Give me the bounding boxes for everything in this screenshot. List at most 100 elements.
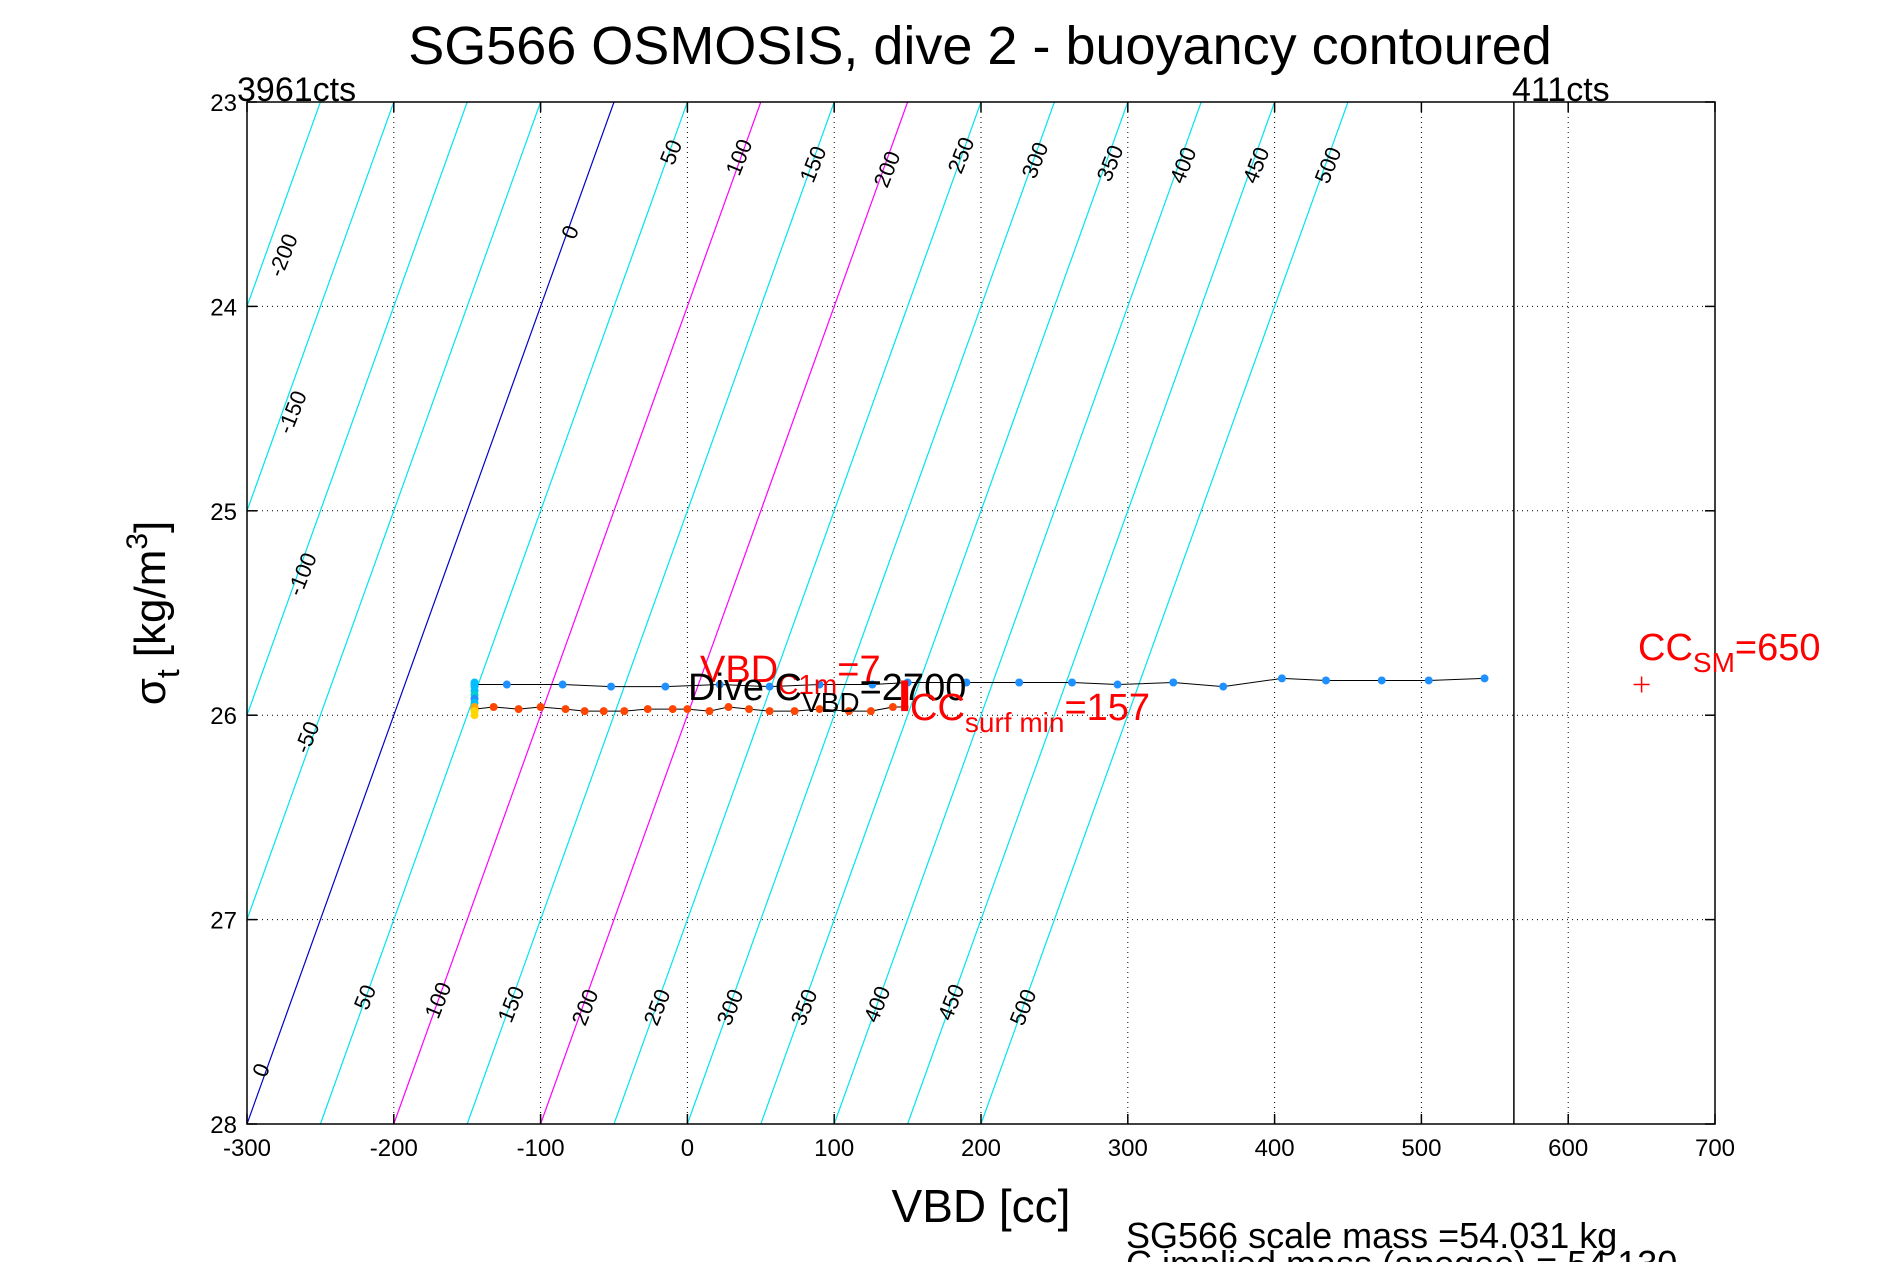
x-tick-label: 400 xyxy=(1255,1135,1295,1162)
chart-title: SG566 OSMOSIS, dive 2 - buoyancy contour… xyxy=(408,16,1552,76)
y-axis-label-close: ] xyxy=(126,521,175,533)
data-point-dive xyxy=(1277,674,1286,683)
grid xyxy=(246,101,1716,1125)
x-tick-label: 700 xyxy=(1695,1135,1735,1162)
cc-sm-rest: =650 xyxy=(1735,627,1821,669)
y-axis-label: σt [kg/m3] xyxy=(121,521,186,706)
cc-surf-min-main: CC xyxy=(910,687,965,729)
contour-line xyxy=(760,102,1129,1124)
contour-line xyxy=(466,102,835,1124)
data-point-climb xyxy=(815,705,824,714)
y-axis-label-sup: 3 xyxy=(121,533,154,550)
cc-surf-min-sub: surf min xyxy=(965,707,1065,738)
data-point-climb xyxy=(844,707,853,716)
data-point-climb xyxy=(790,707,799,716)
data-point-climb xyxy=(643,705,652,714)
contour-line xyxy=(247,102,468,717)
data-point-dive xyxy=(1113,680,1122,689)
cc-surf-min-annotation: CCsurf min=157 xyxy=(910,687,1150,738)
contour-line xyxy=(907,102,1276,1124)
data-point-dive xyxy=(815,680,824,689)
y-tick-label: 27 xyxy=(210,908,237,935)
data-point-surface xyxy=(470,711,479,720)
scale-mass-note: SG566 scale mass =54.031 kg xyxy=(1126,1215,1617,1256)
y-axis-label-symbol: σ xyxy=(126,678,175,705)
data-point-climb xyxy=(580,707,589,716)
contour-line xyxy=(540,102,909,1124)
data-point-climb xyxy=(514,705,523,714)
contour-line xyxy=(686,102,1055,1124)
axis-ticks: -300 -200 -100 0 100 200 300 400 500 600 700 23 24 25… xyxy=(210,90,1735,1162)
data-point-climb xyxy=(705,707,714,716)
x-tick-label: 0 xyxy=(681,1135,694,1162)
data-point-climb xyxy=(561,705,570,714)
contour-line xyxy=(319,102,688,1124)
dive-c-vbd-main: Dive C xyxy=(688,667,802,709)
vbd-c1m-sub: C1m xyxy=(778,669,837,700)
corner-label-left: 3961cts xyxy=(237,71,356,109)
vbd-c1m-annotation: VBDC1m=7 xyxy=(700,649,881,700)
data-point-dive xyxy=(1015,678,1024,687)
contour-line xyxy=(393,102,762,1124)
x-axis-label: VBD [cc] xyxy=(892,1180,1071,1232)
data-point-climb xyxy=(536,703,545,712)
data-point-climb xyxy=(866,707,875,716)
vbd-c1m-rest: =7 xyxy=(837,649,880,691)
y-axis-label-unit: [kg/m xyxy=(126,550,175,658)
cc-sm-sub: SM xyxy=(1693,647,1735,678)
y-tick-label: 23 xyxy=(210,90,237,117)
contour-line xyxy=(247,102,395,513)
x-tick-label: -300 xyxy=(223,1135,271,1162)
data-point-dive xyxy=(962,678,971,687)
y-tick-label: 28 xyxy=(210,1112,237,1139)
data-point-dive xyxy=(1219,682,1228,691)
data-point-dive xyxy=(1377,676,1386,685)
data-series xyxy=(470,674,1489,720)
contour-line xyxy=(247,102,542,922)
x-tick-label: -200 xyxy=(370,1135,418,1162)
dive-c-vbd-rest: =2700 xyxy=(860,667,967,709)
corner-label-right: 411cts xyxy=(1512,71,1610,109)
cc-sm-annotation: CCSM=650 xyxy=(1638,627,1820,678)
x-tick-label: -100 xyxy=(517,1135,565,1162)
contour-line xyxy=(833,102,1202,1124)
data-point-climb xyxy=(888,703,897,712)
data-point-dive xyxy=(1321,676,1330,685)
data-point-dive xyxy=(765,682,774,691)
y-tick-label: 26 xyxy=(210,703,237,730)
vbd-c1m-main: VBD xyxy=(700,649,778,691)
data-point-climb xyxy=(745,705,754,714)
x-tick-label: 100 xyxy=(814,1135,854,1162)
data-point-climb xyxy=(489,703,498,712)
dive-c-vbd-annotation: Dive CVBD=2700 xyxy=(688,667,966,718)
data-point-dive xyxy=(558,680,567,689)
data-point-dive xyxy=(715,680,724,689)
data-point-climb xyxy=(668,705,677,714)
x-tick-label: 200 xyxy=(961,1135,1001,1162)
data-point-climb xyxy=(765,707,774,716)
x-tick-label: 600 xyxy=(1548,1135,1588,1162)
data-point-climb xyxy=(724,703,733,712)
data-point-dive xyxy=(1424,676,1433,685)
contour-line xyxy=(247,102,615,1124)
contour-line xyxy=(613,102,982,1124)
x-tick-label: 300 xyxy=(1108,1135,1148,1162)
implied-mass-note: C implied mass (apogee) = 54.130 xyxy=(1126,1243,1677,1262)
data-point-dive xyxy=(868,680,877,689)
cc-surf-min-rest: =157 xyxy=(1064,687,1150,729)
data-point-dive xyxy=(1068,678,1077,687)
buoyancy-contours xyxy=(247,102,1349,1124)
data-point-climb xyxy=(683,705,692,714)
data-point-climb xyxy=(599,707,608,716)
dive-c-vbd-sub: VBD xyxy=(802,687,860,718)
data-point-dive xyxy=(1480,674,1489,683)
y-tick-label: 24 xyxy=(210,294,237,321)
data-point-dive xyxy=(502,680,511,689)
x-tick-label: 500 xyxy=(1401,1135,1441,1162)
markers xyxy=(1633,676,1650,693)
data-point-climb xyxy=(620,707,629,716)
y-axis-label-sub: t xyxy=(150,669,186,678)
cc-sm-main: CC xyxy=(1638,627,1693,669)
